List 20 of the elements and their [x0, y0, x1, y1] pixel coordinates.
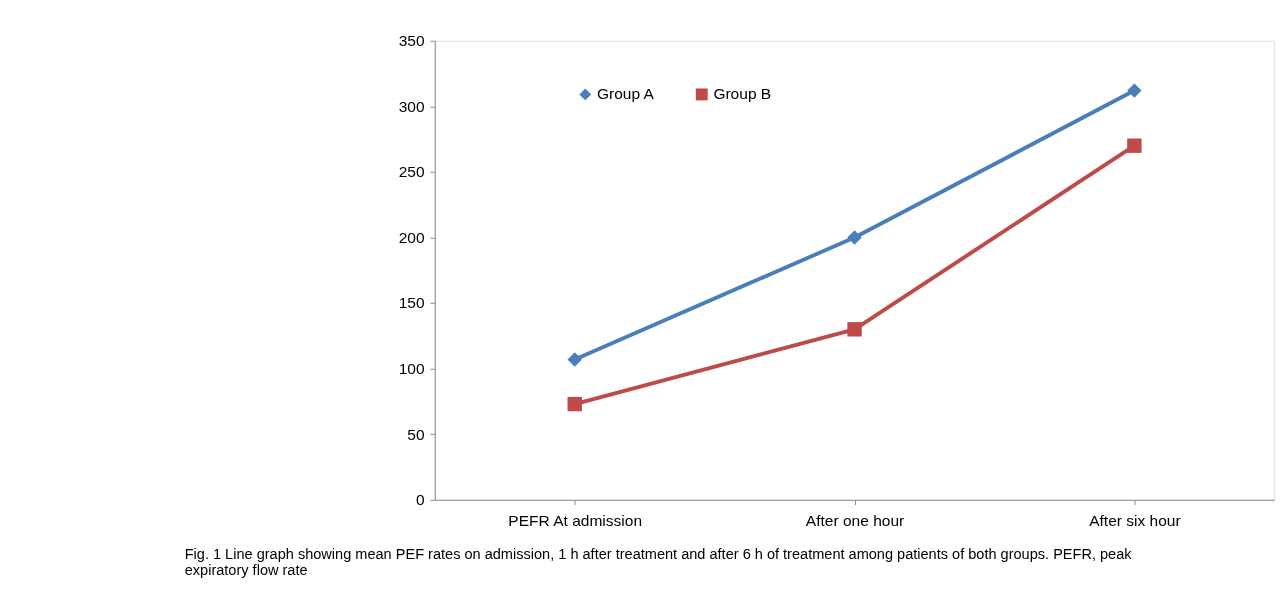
legend-label: Group B: [713, 85, 772, 103]
legend-label: Group A: [596, 85, 655, 103]
x-tick-label: After six hour: [1089, 511, 1181, 529]
point: [847, 322, 862, 337]
y-tick-label: 0: [415, 491, 425, 509]
y-tick-label: 300: [398, 97, 425, 115]
x-tick-label: After one hour: [805, 511, 905, 529]
y-tick-label: 150: [398, 294, 425, 312]
x-tick-label: PEFR At admission: [508, 511, 643, 529]
y-tick-label: 250: [398, 163, 425, 181]
y-tick-label: 200: [398, 228, 425, 246]
point: [567, 396, 582, 412]
point: [1127, 138, 1142, 153]
y-tick-label: 50: [407, 425, 425, 443]
point: [567, 352, 582, 367]
y-tick-label: 100: [398, 359, 425, 377]
point: [847, 230, 862, 245]
y-tick-label: 350: [398, 32, 425, 50]
point: [1127, 83, 1142, 98]
caption: Fig. 1 Line graph showing mean PEF rates on admission, 1 h after treatment and after 6 h of treatment among patients of both groups. PEFR, peak expiratory flow rate: [184, 546, 1133, 579]
